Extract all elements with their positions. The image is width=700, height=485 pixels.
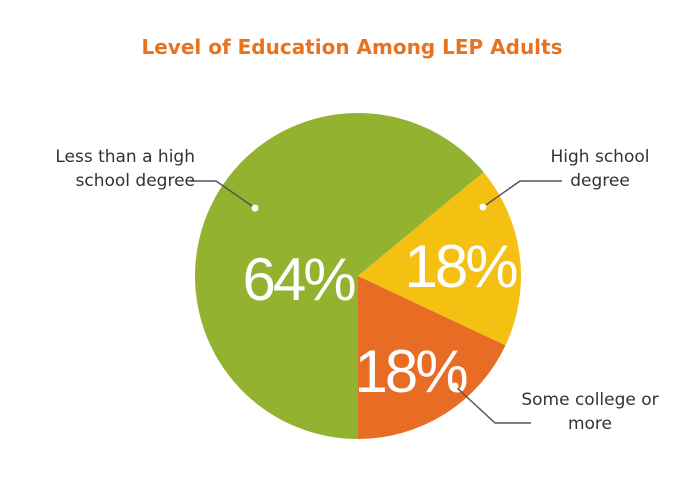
category-label: Some college or more [521, 390, 659, 434]
chart-title: Level of Education Among LEP Adults [141, 35, 562, 59]
leader-dot [251, 204, 259, 212]
leader-line [482, 180, 562, 208]
pie-slice [194, 112, 484, 439]
category-label: Less than a high school degree [55, 147, 195, 191]
category-label: High school degree [550, 147, 650, 191]
leader-dot [451, 382, 459, 390]
leader-dot [479, 203, 487, 211]
leader-line [454, 385, 531, 424]
pie-slice [358, 276, 506, 439]
value-label: 64% [242, 246, 355, 313]
value-label: 18% [404, 233, 517, 300]
pie-slice [358, 172, 521, 346]
value-label: 18% [354, 338, 467, 405]
leader-line [190, 180, 256, 209]
